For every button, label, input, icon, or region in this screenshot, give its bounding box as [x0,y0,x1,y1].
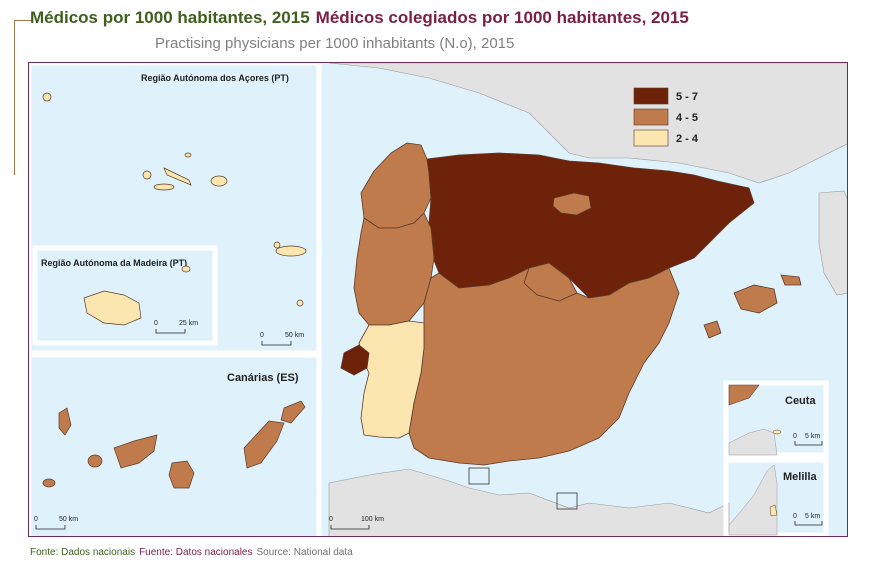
azores-faial [142,170,152,180]
canarias-islands [42,400,306,489]
legend-label-high: 5 - 7 [676,91,698,103]
region-central-spain [408,267,680,466]
canarias-scale: 0 50 km [34,516,78,530]
canarias-label: Canárias (ES) [227,372,299,384]
region-northern-spain [426,152,755,299]
azores-sao-miguel [275,245,307,257]
canarias-la-gomera [87,454,103,468]
ceuta-scale-label: 5 km [805,433,820,440]
azores-frame [29,63,322,356]
madeira-scale: 0 25 km [154,320,198,334]
title-bracket-top [14,20,32,21]
porto-santo-island [181,265,191,273]
azores-flores [273,241,281,249]
azores-pico [153,183,175,191]
legend-swatch-low [633,129,669,147]
ceuta-scale-zero: 0 [793,433,797,440]
legend-swatch-mid [633,108,669,126]
region-mallorca [733,284,778,314]
azores-islands [42,92,307,307]
azores-graciosa [184,152,192,158]
ceuta-main-box [468,467,490,485]
title-portuguese: Médicos por 1000 habitantes, 2015 [30,8,310,27]
legend: 5 - 7 4 - 5 2 - 4 [633,87,699,147]
canarias-scale-label: 50 km [59,516,78,523]
melilla-inset: Melilla 0 5 km [728,464,823,536]
madeira-islands [83,265,191,326]
azores-terceira [210,175,228,187]
map-title: Médicos por 1000 habitantes, 2015 Médicos… [30,8,689,28]
canarias-tenerife [113,434,158,469]
ceuta-label: Ceuta [785,395,816,407]
melilla-africa-land [728,464,778,536]
ceuta-spain-land [728,384,760,406]
melilla-city [769,504,778,517]
region-galicia [360,142,432,229]
region-menorca [780,274,802,286]
surrounding-land [328,63,847,536]
france-land [328,63,847,184]
azores-corvo [42,92,52,102]
ceuta-city [772,429,782,435]
region-la-rioja [552,192,592,216]
legend-swatch-high [633,87,669,105]
madeira-scale-zero: 0 [154,320,158,327]
ceuta-melilla-marks [468,467,578,510]
canarias-gran-canaria [168,460,195,489]
melilla-main-box [556,492,578,510]
main-scale: 0 100 km [329,516,384,530]
melilla-scale-label: 5 km [805,513,820,520]
ceuta-inset: Ceuta 0 5 km [728,384,823,456]
azores-label: Região Autónoma dos Açores (PT) [141,73,289,83]
ceuta-africa-land [728,428,778,456]
canarias-frame [29,352,322,536]
source-note: Fonte: Dados nacionais Fuente: Datos naci… [30,547,353,558]
region-northern-portugal [353,212,435,326]
azores-scale: 0 50 km [260,332,304,346]
madeira-island [83,290,142,326]
title-bracket-side [14,20,15,175]
legend-label-low: 2 - 4 [676,133,699,145]
region-ibiza [703,320,722,339]
north-africa-land [328,468,730,536]
canarias-scale-zero: 0 [34,516,38,523]
regions [340,142,802,466]
azores-sao-jorge [163,167,192,186]
region-southern-portugal [358,320,425,439]
melilla-label: Melilla [783,471,818,483]
legend-label-mid: 4 - 5 [676,112,698,124]
source-portuguese: Fonte: Dados nacionais [30,547,136,558]
map-frame: Região Autónoma dos Açores (PT) 0 50 km … [28,62,848,537]
source-english: Source: National data [256,547,353,558]
canarias-el-hierro [42,478,56,488]
region-lisbon [340,344,370,376]
sardinia-land [818,190,847,296]
azores-santa-maria [296,299,304,307]
map-svg: Região Autónoma dos Açores (PT) 0 50 km … [29,63,847,536]
azores-scale-label: 50 km [285,332,304,339]
azores-scale-zero: 0 [260,332,264,339]
melilla-scale-zero: 0 [793,513,797,520]
canarias-lanzarote [280,400,306,424]
canarias-la-palma [58,407,72,436]
source-spanish: Fuente: Datos nacionales [139,547,253,558]
main-scale-label: 100 km [361,516,384,523]
madeira-label: Região Autónoma da Madeira (PT) [41,258,187,268]
main-scale-zero: 0 [329,516,333,523]
map-subtitle: Practising physicians per 1000 inhabitan… [155,35,515,52]
madeira-frame [32,245,218,346]
title-spanish: Médicos colegiados por 1000 habitantes, … [315,8,689,27]
canarias-fuerteventura [243,420,285,469]
madeira-scale-label: 25 km [179,320,198,327]
